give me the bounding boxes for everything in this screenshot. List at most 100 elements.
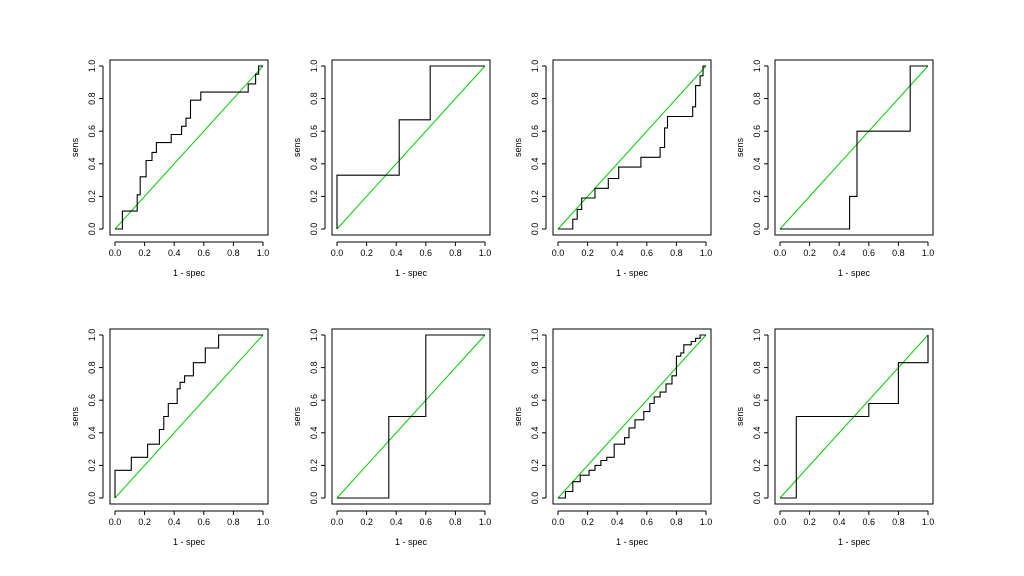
x-tick-label: 0.6 xyxy=(198,517,211,527)
x-tick-label: 0.0 xyxy=(331,517,344,527)
y-tick-label: 0.6 xyxy=(309,394,319,407)
x-tick-label: 0.4 xyxy=(168,517,181,527)
y-tick-label: 0.6 xyxy=(309,125,319,138)
y-tick-label: 0.8 xyxy=(752,361,762,374)
x-tick-label: 0.4 xyxy=(390,517,403,527)
x-axis-title: 1 - spec xyxy=(395,537,428,547)
x-tick-label: 0.6 xyxy=(420,248,433,258)
y-tick-label: 0.4 xyxy=(87,158,97,171)
plot-frame xyxy=(109,59,269,236)
roc-curve-series-1 xyxy=(114,334,263,498)
y-tick-label: 0.6 xyxy=(530,125,540,138)
roc-panel-7: 0.0 0.2 0.4 0.6 0.8 1.0 0.0 0.2 0.4 0.6 0.8 1.0 1 - … xyxy=(513,328,713,547)
y-tick-label: 0.2 xyxy=(530,459,540,472)
y-tick-label: 0.0 xyxy=(309,223,319,236)
y-tick-label: 0.6 xyxy=(87,394,97,407)
plot-frame xyxy=(552,328,712,505)
y-axis-title: sens xyxy=(292,406,302,426)
y-tick-label: 0.6 xyxy=(530,394,540,407)
x-tick-label: 0.2 xyxy=(581,517,594,527)
roc-curve-series-1 xyxy=(337,334,485,499)
roc-panel-4: 0.0 0.2 0.4 0.6 0.8 1.0 0.0 0.2 0.4 0.6 0.8 1.0 1 - … xyxy=(735,59,935,278)
y-tick-label: 0.8 xyxy=(530,361,540,374)
x-tick-label: 0.8 xyxy=(449,517,462,527)
y-axis-title: sens xyxy=(513,137,523,157)
plot-frame xyxy=(331,328,491,505)
y-tick-label: 1.0 xyxy=(87,329,97,342)
x-tick-label: 1.0 xyxy=(922,248,935,258)
x-tick-label: 0.2 xyxy=(360,517,373,527)
x-axis-title: 1 - spec xyxy=(616,537,649,547)
x-axis-title: 1 - spec xyxy=(173,537,206,547)
x-tick-label: 0.2 xyxy=(138,517,151,527)
y-axis-title: sens xyxy=(292,137,302,157)
x-tick-label: 0.0 xyxy=(552,248,565,258)
x-tick-label: 0.0 xyxy=(774,517,787,527)
y-tick-label: 1.0 xyxy=(530,60,540,73)
roc-curve-series-1 xyxy=(558,65,706,230)
y-tick-label: 0.8 xyxy=(530,92,540,105)
x-tick-label: 0.0 xyxy=(552,517,565,527)
y-tick-label: 0.2 xyxy=(752,190,762,203)
x-tick-label: 0.0 xyxy=(109,248,122,258)
x-tick-label: 0.0 xyxy=(331,248,344,258)
x-tick-label: 1.0 xyxy=(479,248,492,258)
x-tick-label: 0.2 xyxy=(803,517,816,527)
x-tick-label: 0.8 xyxy=(227,517,240,527)
y-tick-label: 0.0 xyxy=(752,492,762,505)
y-tick-label: 0.8 xyxy=(87,92,97,105)
y-tick-label: 0.8 xyxy=(309,92,319,105)
roc-panel-1: 0.0 0.2 0.4 0.6 0.8 1.0 0.0 0.2 0.4 0.6 0.8 1.0 1 - … xyxy=(70,59,270,278)
roc-curve-series-1 xyxy=(115,65,263,230)
y-tick-label: 0.2 xyxy=(87,190,97,203)
y-tick-label: 0.8 xyxy=(87,361,97,374)
x-axis-title: 1 - spec xyxy=(616,268,649,278)
y-tick-label: 0.6 xyxy=(752,394,762,407)
y-tick-label: 0.4 xyxy=(752,427,762,440)
y-tick-label: 0.0 xyxy=(530,492,540,505)
plot-frame xyxy=(331,59,491,236)
roc-curve-series-1 xyxy=(780,335,929,499)
plot-frame xyxy=(774,59,934,236)
x-tick-label: 0.2 xyxy=(803,248,816,258)
x-tick-label: 1.0 xyxy=(700,517,713,527)
x-tick-label: 0.4 xyxy=(390,248,403,258)
roc-curve-series-1 xyxy=(336,65,485,229)
y-tick-label: 0.6 xyxy=(87,125,97,138)
y-tick-label: 0.4 xyxy=(309,427,319,440)
x-axis-title: 1 - spec xyxy=(395,268,428,278)
y-axis-title: sens xyxy=(735,137,745,157)
x-tick-label: 0.4 xyxy=(611,248,624,258)
y-tick-label: 1.0 xyxy=(309,329,319,342)
y-tick-label: 1.0 xyxy=(87,60,97,73)
y-tick-label: 1.0 xyxy=(530,329,540,342)
roc-panel-6: 0.0 0.2 0.4 0.6 0.8 1.0 0.0 0.2 0.4 0.6 0.8 1.0 1 - … xyxy=(292,328,491,547)
x-tick-label: 0.4 xyxy=(833,248,846,258)
y-axis-title: sens xyxy=(513,406,523,426)
x-tick-label: 0.2 xyxy=(581,248,594,258)
y-tick-label: 0.0 xyxy=(530,223,540,236)
y-tick-label: 0.0 xyxy=(87,223,97,236)
x-tick-label: 0.8 xyxy=(892,248,905,258)
y-tick-label: 0.4 xyxy=(309,158,319,171)
x-tick-label: 0.0 xyxy=(774,248,787,258)
x-tick-label: 1.0 xyxy=(257,248,270,258)
y-axis-title: sens xyxy=(735,406,745,426)
x-tick-label: 0.4 xyxy=(833,517,846,527)
y-tick-label: 0.4 xyxy=(87,427,97,440)
y-tick-label: 0.8 xyxy=(752,92,762,105)
x-tick-label: 0.0 xyxy=(109,517,122,527)
x-tick-label: 0.6 xyxy=(641,517,654,527)
x-tick-label: 0.6 xyxy=(198,248,211,258)
x-tick-label: 0.8 xyxy=(449,248,462,258)
x-axis-title: 1 - spec xyxy=(838,268,871,278)
y-tick-label: 0.0 xyxy=(309,492,319,505)
y-tick-label: 0.2 xyxy=(309,459,319,472)
roc-panel-3: 0.0 0.2 0.4 0.6 0.8 1.0 0.0 0.2 0.4 0.6 0.8 1.0 1 - … xyxy=(513,59,712,278)
y-tick-label: 0.6 xyxy=(752,125,762,138)
roc-panel-8: 0.0 0.2 0.4 0.6 0.8 1.0 0.0 0.2 0.4 0.6 0.8 1.0 1 - … xyxy=(735,328,934,547)
x-axis-title: 1 - spec xyxy=(838,537,871,547)
x-tick-label: 0.8 xyxy=(892,517,905,527)
x-tick-label: 1.0 xyxy=(257,517,270,527)
